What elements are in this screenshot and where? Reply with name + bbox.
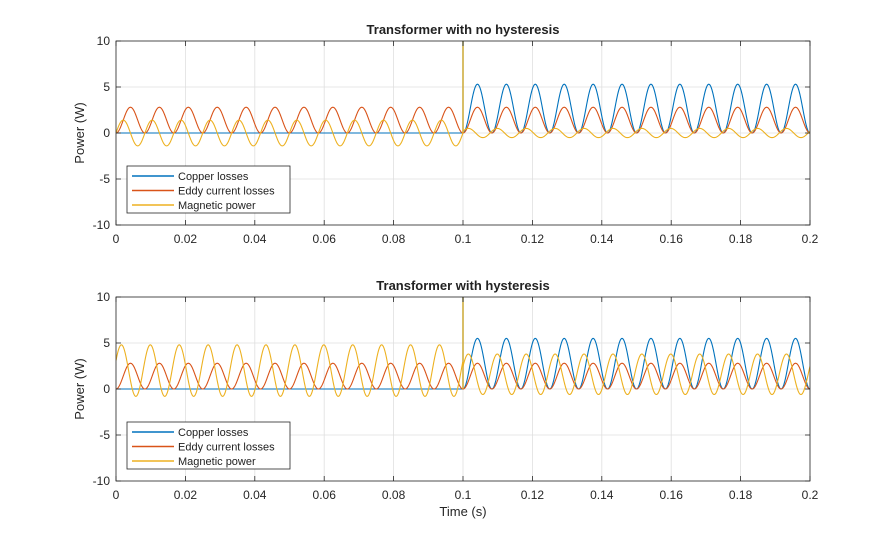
x-tick-label: 0.16: [660, 488, 684, 502]
chart-title: Transformer with no hysteresis: [367, 22, 560, 37]
x-tick-label: 0.2: [802, 232, 819, 246]
x-tick-label: 0.08: [382, 232, 406, 246]
y-tick-label: 0: [103, 126, 110, 140]
legend-label-magnetic: Magnetic power: [178, 456, 256, 468]
x-tick-label: 0.04: [243, 232, 267, 246]
legend-label-copper: Copper losses: [178, 427, 249, 439]
x-axis-label: Time (s): [439, 504, 486, 519]
x-tick-label: 0.12: [521, 488, 545, 502]
series-lines: [116, 41, 810, 147]
legend: Copper losses Eddy current losses Magnet…: [126, 165, 291, 214]
x-tick-label: 0.18: [729, 488, 753, 502]
x-tick-label: 0.14: [590, 232, 614, 246]
ticks: 0 0.02 0.04 0.06 0.08 0.1 0.12 0.14 0.16 0.18 0.2 -…: [93, 290, 819, 502]
y-tick-label: 5: [103, 80, 110, 94]
y-axis-label: Power (W): [72, 358, 87, 419]
y-tick-label: -5: [99, 428, 110, 442]
y-tick-label: 5: [103, 336, 110, 350]
legend-label-eddy: Eddy current losses: [178, 442, 275, 454]
legend-label-eddy: Eddy current losses: [178, 186, 275, 198]
x-tick-label: 0.16: [660, 232, 684, 246]
top-panel: 0 0.02 0.04 0.06 0.08 0.1 0.12 0.14 0.16 0.18 0.2 -…: [72, 22, 819, 246]
x-tick-label: 0.1: [455, 232, 472, 246]
ticks: 0 0.02 0.04 0.06 0.08 0.1 0.12 0.14 0.16 0.18 0.2 -…: [93, 34, 819, 246]
x-tick-label: 0.06: [313, 232, 337, 246]
y-tick-label: -10: [93, 474, 111, 488]
y-tick-label: -5: [99, 172, 110, 186]
x-tick-label: 0.14: [590, 488, 614, 502]
x-tick-label: 0.06: [313, 488, 337, 502]
series-lines: [116, 297, 810, 397]
y-tick-label: 0: [103, 382, 110, 396]
x-tick-label: 0.08: [382, 488, 406, 502]
x-tick-label: 0.2: [802, 488, 819, 502]
x-tick-label: 0.04: [243, 488, 267, 502]
y-tick-label: 10: [97, 290, 111, 304]
bottom-panel: 0 0.02 0.04 0.06 0.08 0.1 0.12 0.14 0.16 0.18 0.2 -…: [72, 278, 819, 519]
legend: Copper losses Eddy current losses Magnet…: [126, 421, 291, 470]
y-tick-label: 10: [97, 34, 111, 48]
x-tick-label: 0.1: [455, 488, 472, 502]
y-tick-label: -10: [93, 218, 111, 232]
x-tick-label: 0.18: [729, 232, 753, 246]
x-tick-label: 0: [113, 232, 120, 246]
chart-title: Transformer with hysteresis: [376, 278, 549, 293]
x-tick-label: 0.12: [521, 232, 545, 246]
legend-label-copper: Copper losses: [178, 171, 249, 183]
legend-label-magnetic: Magnetic power: [178, 200, 256, 212]
x-tick-label: 0: [113, 488, 120, 502]
x-tick-label: 0.02: [174, 232, 198, 246]
x-tick-label: 0.02: [174, 488, 198, 502]
y-axis-label: Power (W): [72, 102, 87, 163]
